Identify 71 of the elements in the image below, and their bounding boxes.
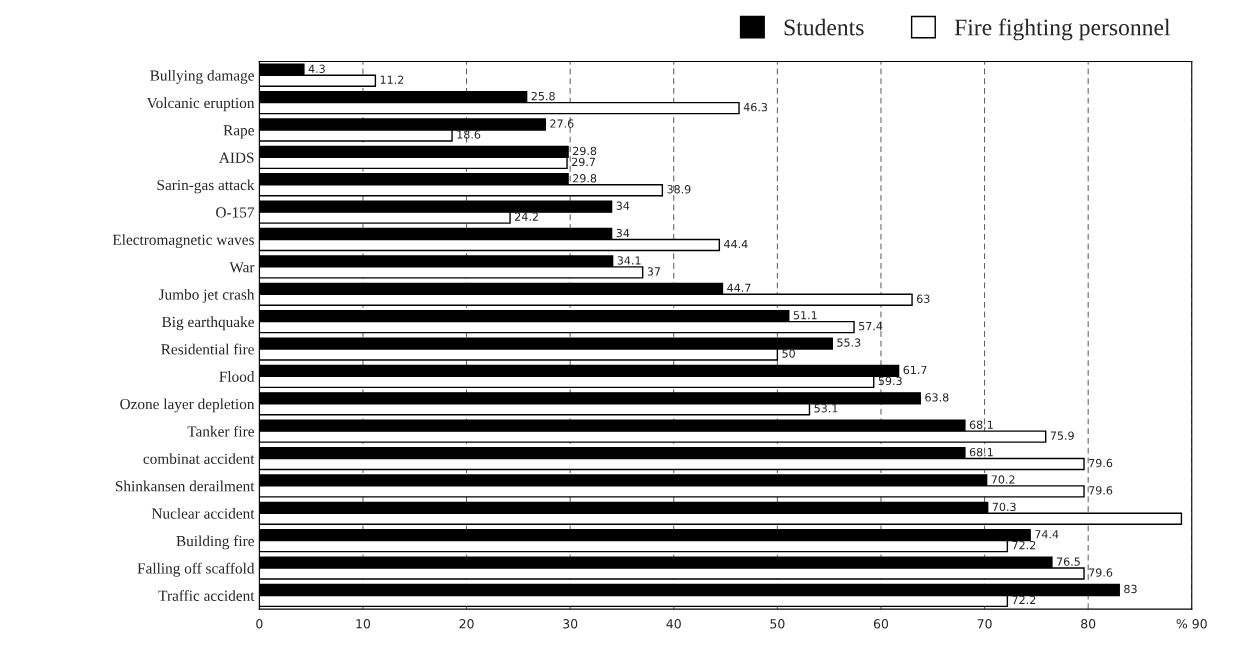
- data-label: 74.4: [1035, 530, 1059, 539]
- y-tick-label: Traffic accident: [158, 589, 255, 601]
- x-tick-label: 10: [356, 619, 371, 629]
- data-label: 46.3: [743, 102, 768, 112]
- data-label: 83: [1124, 584, 1137, 594]
- data-label: 37: [647, 267, 661, 276]
- data-label: 25.8: [531, 91, 555, 101]
- y-tick-label: Sarin-gas attack: [157, 179, 255, 194]
- data-label: 11.2: [380, 75, 404, 84]
- data-label: 75.9: [1050, 431, 1074, 440]
- data-label: 72.2: [1012, 595, 1036, 604]
- data-label: 29.8: [573, 146, 597, 156]
- data-label: 44.4: [724, 239, 748, 249]
- y-tick-label: Falling off scaffold: [137, 562, 255, 577]
- data-label: 70.3: [992, 502, 1016, 512]
- data-label: 55.3: [837, 338, 861, 347]
- data-label: 44.7: [727, 283, 751, 292]
- y-tick-label: Electromagnetic waves: [112, 234, 254, 249]
- y-tick-label: Jumbo jet crash: [158, 288, 255, 303]
- data-label: 79.6: [1089, 458, 1113, 468]
- y-tick-label: Residential fire: [161, 343, 254, 355]
- y-tick-label: Ozone layer depletion: [120, 398, 255, 413]
- data-label: 59.3: [878, 376, 902, 386]
- legend-label: Fire fighting personnel: [954, 18, 1171, 41]
- y-tick-label: O-157: [216, 207, 255, 218]
- x-tick-label: 60: [873, 619, 889, 629]
- data-label: 61.7: [903, 365, 927, 375]
- x-tick-label: 80: [1081, 619, 1096, 629]
- data-label: 34.1: [617, 256, 641, 265]
- x-tick-label: 70: [977, 619, 992, 629]
- y-tick-label: Volcanic eruption: [146, 97, 255, 112]
- data-label: 79.6: [1089, 568, 1113, 577]
- data-label: 50: [782, 349, 795, 358]
- data-label: 68.1: [969, 447, 993, 457]
- y-tick-label: Bullying damage: [150, 69, 254, 84]
- y-tick-label: AIDS: [218, 152, 254, 163]
- y-tick-label: Nuclear accident: [151, 508, 255, 519]
- data-label: 76.5: [1056, 557, 1080, 566]
- data-label: 72.2: [1012, 540, 1036, 550]
- x-tick-label: 0: [256, 619, 263, 629]
- x-tick-label: 30: [563, 619, 578, 629]
- data-label: 79.6: [1089, 486, 1113, 495]
- data-label: 38.9: [667, 185, 691, 194]
- x-tick-label: 20: [459, 619, 474, 629]
- y-tick-label: Big earthquake: [162, 316, 254, 331]
- data-label: 29.8: [573, 174, 597, 183]
- data-label: 57.4: [859, 322, 883, 331]
- legend-label: Students: [784, 18, 864, 36]
- data-label: 34: [616, 201, 630, 210]
- y-tick-label: Rape: [223, 125, 254, 139]
- data-label: 18.6: [457, 130, 481, 139]
- data-label: 34: [616, 228, 630, 238]
- data-label: 68.1: [969, 420, 993, 429]
- data-label: 70.2: [991, 475, 1015, 484]
- data-label: 63.8: [925, 393, 949, 402]
- y-tick-label: Shinkansen derailment: [115, 480, 255, 492]
- data-label: 63: [916, 294, 930, 303]
- x-tick-label: % 90: [1176, 619, 1207, 629]
- y-tick-label: Building fire: [176, 535, 254, 550]
- data-label: 53.1: [814, 404, 838, 413]
- x-tick-label: 50: [770, 619, 785, 629]
- data-label: 4.3: [308, 64, 325, 73]
- y-tick-label: Flood: [219, 371, 255, 382]
- y-tick-label: War: [229, 262, 255, 273]
- data-label: 29.7: [572, 157, 596, 167]
- data-label: 24.2: [515, 212, 538, 221]
- data-label: 51.1: [793, 311, 817, 320]
- data-label: 27.6: [550, 119, 574, 128]
- y-tick-label: Tanker fire: [187, 425, 254, 437]
- x-tick-label: 40: [666, 619, 681, 629]
- y-tick-label: combinat accident: [143, 453, 255, 464]
